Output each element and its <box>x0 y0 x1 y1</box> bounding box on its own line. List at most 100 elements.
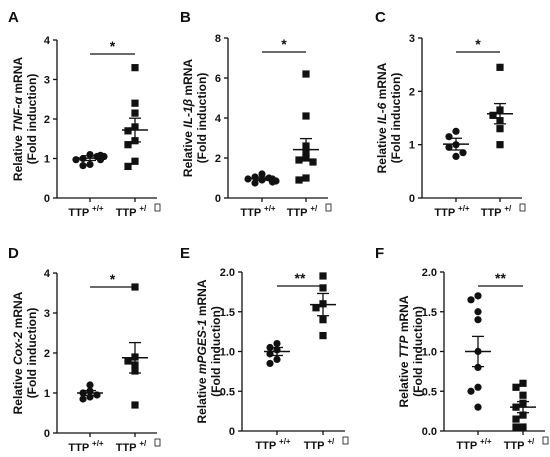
data-point-square <box>302 70 310 78</box>
y-axis-label-pre: Relative <box>11 132 25 181</box>
y-tick-label: 2 <box>44 114 50 126</box>
data-point-square <box>312 304 320 312</box>
y-tick-label: 0.5 <box>422 386 437 398</box>
data-point-square <box>124 127 132 135</box>
significance-marker: * <box>110 38 116 54</box>
x-category-name: TTP <box>255 440 279 452</box>
y-axis-label-line2: (Fold induction) <box>25 74 39 165</box>
genotype-missing-glyph <box>542 436 549 445</box>
y-axis-label: Relative Cox-2 mRNA <box>11 291 25 414</box>
x-category-label: TTP +/+ <box>240 204 276 219</box>
y-axis-label-post: mRNA <box>375 62 389 102</box>
data-point-square <box>131 157 139 165</box>
genotype-missing-glyph <box>325 203 332 212</box>
genotype-missing-glyph <box>154 438 161 447</box>
y-tick-label: 2.0 <box>220 267 235 279</box>
data-point-square <box>512 383 520 391</box>
data-point-square <box>519 379 527 387</box>
data-point-circle <box>445 143 453 151</box>
data-point-circle <box>258 170 266 178</box>
data-point-circle <box>86 160 94 169</box>
genotype-missing-glyph <box>519 203 526 212</box>
data-point-square <box>496 141 504 149</box>
y-axis-label-gene: TTP <box>397 335 411 359</box>
y-axis-label-pre: Relative <box>397 358 411 407</box>
significance-marker: * <box>110 271 116 287</box>
y-axis-label-pre: Relative <box>375 124 389 173</box>
y-tick-label: 0 <box>229 426 235 438</box>
data-point-square <box>519 391 527 399</box>
y-axis-label: Relative IL-6 mRNA <box>375 62 389 173</box>
data-point-square <box>512 423 520 431</box>
y-axis-label-post: mRNA <box>195 279 209 319</box>
panel-e: E 0 0.5 1.0 1.5 2.0 Relative mPGES-1 mRNA(Fold… <box>180 245 349 452</box>
y-tick-label: 2 <box>44 348 50 360</box>
x-category-name: TTP <box>68 442 92 454</box>
x-category-genotype: +/ <box>327 437 335 446</box>
x-category-name: TTP <box>240 207 264 219</box>
panel-f: F 0.0 0.5 1.0 1.5 2.0 Relative TTP mRNA (Fold i… <box>375 245 549 452</box>
data-point-square <box>131 109 139 117</box>
data-point-circle <box>445 133 453 141</box>
y-tick-label: 2 <box>409 86 415 98</box>
y-tick-label: 0 <box>409 193 415 205</box>
y-tick-label: 1 <box>44 154 50 166</box>
x-category-genotype: +/+ <box>279 437 291 446</box>
x-category-genotype: +/ <box>527 437 535 446</box>
x-category-name: TTP <box>504 440 528 452</box>
y-axis-label-line2: (Fold induction) <box>389 73 403 164</box>
x-category-label: TTP +/ <box>481 204 512 219</box>
x-category-name: TTP <box>434 207 458 219</box>
y-axis-label: Relative TTP mRNA <box>397 295 411 407</box>
panel-letter: E <box>180 245 190 262</box>
data-point-square <box>295 156 303 164</box>
y-tick-label: 1.5 <box>220 307 235 319</box>
data-point-square <box>319 332 327 340</box>
data-point-circle <box>266 359 274 368</box>
y-tick-label: 6 <box>215 73 221 85</box>
data-point-square <box>319 272 327 280</box>
panel-c: C 0 1 2 3 Relative IL-6 mRNA (Fold induction) T… <box>375 9 526 219</box>
data-point-circle <box>474 403 482 411</box>
data-point-square <box>124 162 132 170</box>
x-category-label: TTP +/+ <box>255 437 291 452</box>
y-axis-label-pre: Relative <box>181 128 195 177</box>
y-axis-label-post: mRNA <box>11 291 25 331</box>
data-point-square <box>131 99 139 107</box>
x-category-name: TTP <box>68 207 92 219</box>
x-category-name: TTP <box>116 207 140 219</box>
significance-marker: * <box>475 36 481 52</box>
y-axis-label-line2: (Fold induction) <box>209 306 223 397</box>
x-category-name: TTP <box>481 207 505 219</box>
x-category-name: TTP <box>287 207 311 219</box>
y-axis-label-post: mRNA <box>181 59 195 99</box>
x-category-name: TTP <box>456 440 480 452</box>
y-axis-label: Relative mPGES-1 mRNA <box>195 279 209 423</box>
data-point-circle <box>474 383 482 391</box>
x-category-genotype: +/+ <box>92 204 104 213</box>
data-point-circle <box>474 363 482 371</box>
x-category-label: TTP +/ <box>116 204 147 219</box>
data-point-square <box>309 158 317 166</box>
x-category-genotype: +/+ <box>264 204 276 213</box>
data-point-circle <box>79 162 87 170</box>
y-tick-label: 1.0 <box>220 347 235 359</box>
x-category-label: TTP +/+ <box>456 437 492 452</box>
data-point-circle <box>273 355 281 364</box>
y-axis-label-post: mRNA <box>11 57 25 97</box>
data-point-square <box>496 125 504 133</box>
data-point-circle <box>474 292 482 300</box>
y-axis-label-line2: (Fold induction) <box>195 73 209 164</box>
x-category-genotype: +/ <box>310 204 318 213</box>
data-point-circle <box>273 339 281 348</box>
y-tick-label: 3 <box>44 308 50 320</box>
data-point-circle <box>452 127 460 135</box>
y-axis-label-line2: (Fold induction) <box>411 306 425 397</box>
data-point-circle <box>251 179 259 187</box>
genotype-missing-glyph <box>154 203 161 212</box>
x-category-genotype: +/ <box>504 204 512 213</box>
x-category-label: TTP +/ <box>116 439 147 454</box>
genotype-missing-glyph <box>342 436 349 445</box>
panel-letter: D <box>8 245 19 262</box>
